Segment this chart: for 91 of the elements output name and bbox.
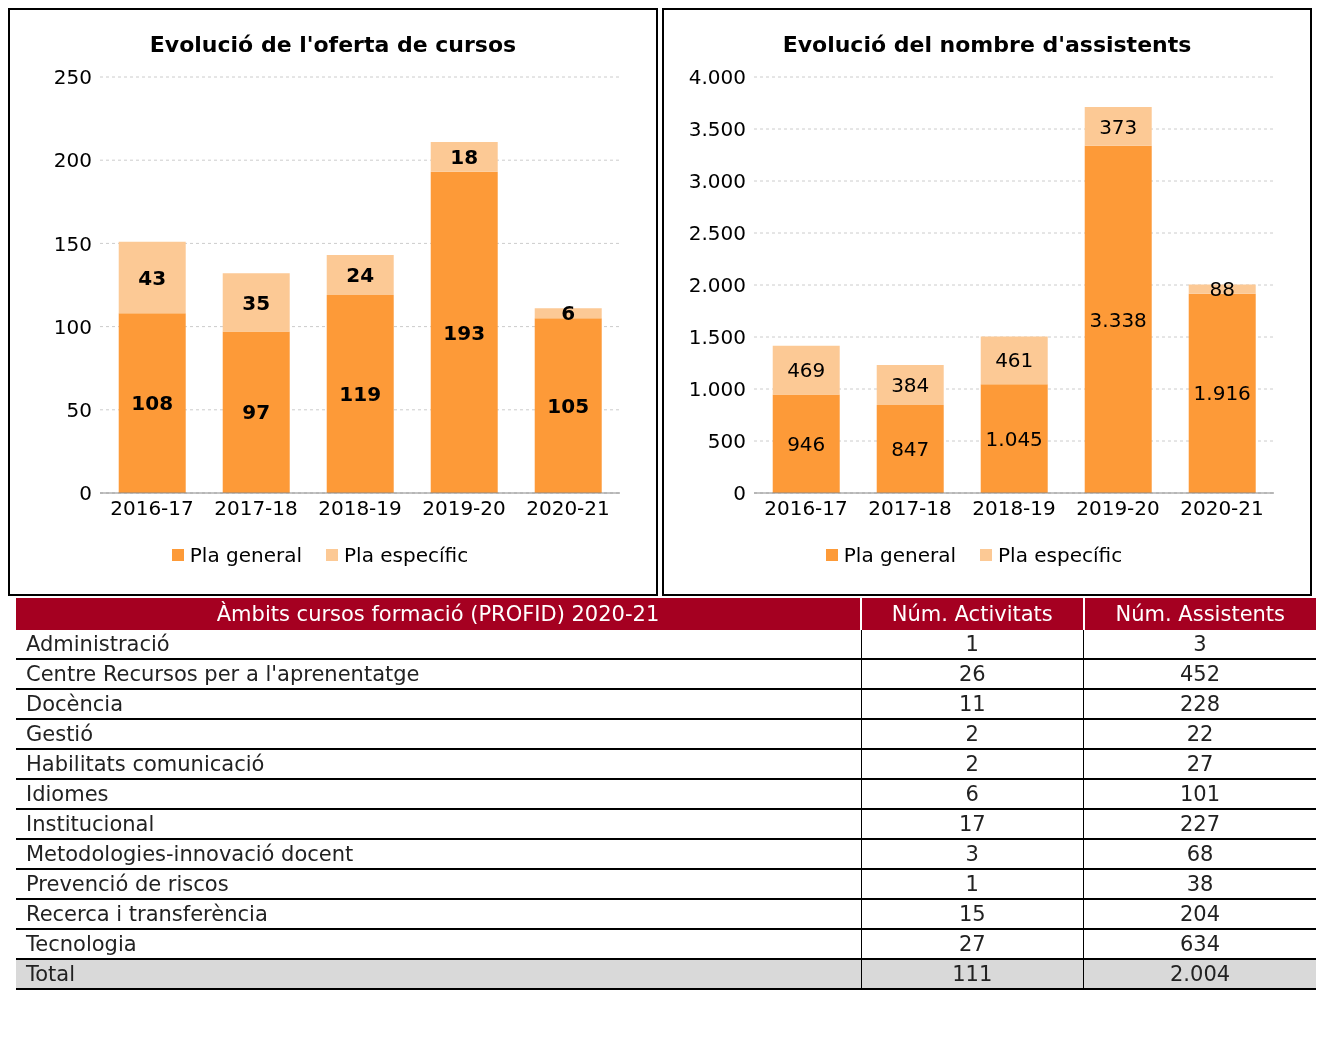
y-tick-label: 0 <box>79 481 92 506</box>
y-tick-label: 50 <box>66 397 92 422</box>
data-label: 204 <box>1083 899 1316 929</box>
data-label: 27 <box>1083 749 1316 779</box>
data-label: 101 <box>1083 779 1316 809</box>
data-label: 946 <box>787 431 826 456</box>
data-label: 119 <box>339 382 382 407</box>
data-label: 27 <box>861 929 1084 959</box>
data-label: 2 <box>861 719 1084 749</box>
data-label: 68 <box>1083 839 1316 869</box>
data-label: 18 <box>450 144 479 169</box>
data-label: 108 <box>131 391 174 416</box>
data-label: 111 <box>861 959 1084 989</box>
data-label: 469 <box>787 358 826 383</box>
data-label: 97 <box>242 400 271 425</box>
legend-label: Pla específic <box>998 543 1123 567</box>
data-label: 634 <box>1083 929 1316 959</box>
category-label: Metodologies-innovació docent <box>16 839 861 869</box>
category-label: Docència <box>16 689 861 719</box>
category-label: Tecnologia <box>16 929 861 959</box>
y-tick-label: 200 <box>53 148 92 173</box>
y-tick-label: 2.000 <box>688 273 746 298</box>
data-label: 6 <box>561 301 576 326</box>
x-tick-label: 2018-19 <box>972 496 1056 521</box>
x-tick-label: 2016-17 <box>764 496 848 521</box>
data-label: 1 <box>861 869 1084 899</box>
data-label: 452 <box>1083 659 1316 689</box>
data-label: 227 <box>1083 809 1316 839</box>
category-label: Idiomes <box>16 779 861 809</box>
chart-title: Evolució de l'oferta de cursos <box>148 32 518 57</box>
total-row: Total 111 2.004 <box>16 959 1316 989</box>
x-tick-label: 2020-21 <box>1180 496 1264 521</box>
chart-title: Evolució del nombre d'assistents <box>781 32 1193 57</box>
data-label: 2.004 <box>1083 959 1316 989</box>
legend-label: Pla específic <box>344 543 469 567</box>
data-label: 1.045 <box>985 426 1043 451</box>
category-label: Prevenció de riscos <box>16 869 861 899</box>
x-tick-label: 2020-21 <box>526 496 610 521</box>
x-tick-label: 2017-18 <box>214 496 298 521</box>
y-tick-label: 0 <box>733 481 746 506</box>
category-label: Gestió <box>16 719 861 749</box>
data-label: 35 <box>242 290 271 315</box>
y-tick-label: 1.500 <box>688 325 746 350</box>
y-tick-label: 150 <box>53 231 92 256</box>
category-label: Centre Recursos per a l'aprenentatge <box>16 659 861 689</box>
data-label: 193 <box>443 320 486 345</box>
data-label: 88 <box>1209 277 1235 302</box>
category-label: Total <box>16 959 861 989</box>
category-label: Recerca i transferència <box>16 899 861 929</box>
x-tick-label: 2017-18 <box>868 496 952 521</box>
data-label: 38 <box>1083 869 1316 899</box>
data-label: 15 <box>861 899 1084 929</box>
data-label: 105 <box>547 393 590 418</box>
chart-title: Àmbits cursos formació (PROFID) 2020-21 <box>216 602 660 626</box>
data-label: 3 <box>1083 630 1316 659</box>
legend-label: Pla general <box>843 543 957 567</box>
data-label: 373 <box>1099 114 1138 139</box>
x-tick-label: 2016-17 <box>110 496 194 521</box>
y-tick-label: 3.500 <box>688 117 746 142</box>
category-label: Administració <box>16 630 861 659</box>
data-label: 1.916 <box>1193 381 1251 406</box>
data-label: 2 <box>861 749 1084 779</box>
data-label: 3.338 <box>1089 307 1147 332</box>
legend-label: Núm. Assistents <box>1083 598 1316 630</box>
y-tick-label: 250 <box>53 65 92 90</box>
data-label: 1 <box>861 630 1084 659</box>
data-label: 3 <box>861 839 1084 869</box>
data-label: 228 <box>1083 689 1316 719</box>
y-tick-label: 1.000 <box>688 377 746 402</box>
y-tick-label: 2.500 <box>688 221 746 246</box>
legend-label: Núm. Activitats <box>861 598 1084 630</box>
data-label: 24 <box>346 263 375 288</box>
y-tick-label: 3.000 <box>688 169 746 194</box>
y-tick-label: 4.000 <box>688 65 746 90</box>
x-tick-label: 2019-20 <box>422 496 506 521</box>
x-tick-label: 2019-20 <box>1076 496 1160 521</box>
data-label: 26 <box>861 659 1084 689</box>
data-label: 847 <box>891 437 930 462</box>
data-label: 22 <box>1083 719 1316 749</box>
data-label: 17 <box>861 809 1084 839</box>
data-label: 461 <box>995 348 1034 373</box>
data-label: 6 <box>861 779 1084 809</box>
legend-label: Pla general <box>189 543 303 567</box>
x-tick-label: 2018-19 <box>318 496 402 521</box>
data-label: 384 <box>891 373 930 398</box>
y-tick-label: 500 <box>707 429 746 454</box>
category-label: Institucional <box>16 809 861 839</box>
data-label: 43 <box>138 265 167 290</box>
data-label: 11 <box>861 689 1084 719</box>
category-label: Habilitats comunicació <box>16 749 861 779</box>
y-tick-label: 100 <box>53 314 92 339</box>
